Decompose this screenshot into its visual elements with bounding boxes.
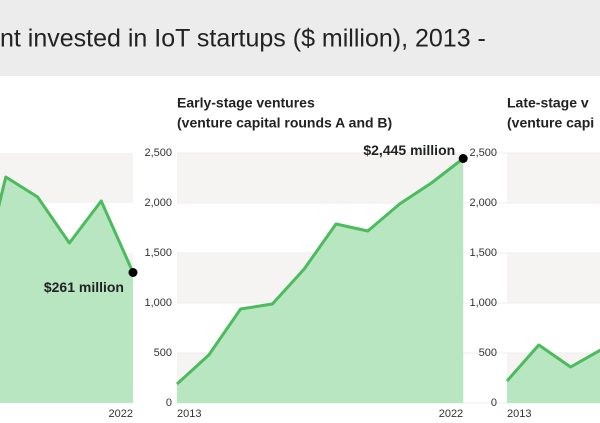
x-tick-label: 2022	[109, 408, 133, 420]
y-tick-label: 2,500	[144, 147, 172, 159]
panel-title: Early-stage ventures	[177, 95, 315, 111]
panel-title: Late-stage v	[507, 95, 589, 111]
y-tick-label: 500	[479, 347, 497, 359]
x-tick-label: 2013	[507, 408, 531, 420]
line	[505, 343, 600, 382]
y-tick-label: 2,000	[144, 197, 172, 209]
y-tick-label: 1,000	[144, 297, 172, 309]
y-tick-label: 500	[154, 347, 172, 359]
grid-band	[507, 153, 600, 203]
y-tick-label: 1,000	[469, 297, 497, 309]
grid-band	[507, 253, 600, 303]
y-tick-label: 1,500	[469, 247, 497, 259]
y-tick-label: 0	[491, 397, 497, 409]
chart-title: nt invested in IoT startups ($ million),…	[0, 25, 486, 53]
area	[507, 345, 600, 403]
title-banner	[0, 0, 600, 76]
x-tick-label: 2013	[177, 408, 201, 420]
y-tick-label: 0	[166, 397, 172, 409]
panel-subtitle: (venture capital rounds A and B)	[177, 115, 392, 131]
end-dot	[128, 268, 138, 277]
value-label: $2,445 million	[363, 142, 455, 158]
value-label: $261 million	[44, 279, 124, 295]
area	[177, 158, 464, 403]
panel-subtitle: (venture capi	[507, 115, 594, 131]
area	[0, 177, 133, 403]
end-dot	[458, 154, 468, 163]
y-tick-label: 2,500	[469, 147, 497, 159]
y-tick-label: 2,000	[469, 197, 497, 209]
line	[175, 157, 465, 386]
y-tick-label: 1,500	[144, 247, 172, 259]
line	[0, 175, 135, 274]
x-tick-label: 2022	[439, 408, 463, 420]
